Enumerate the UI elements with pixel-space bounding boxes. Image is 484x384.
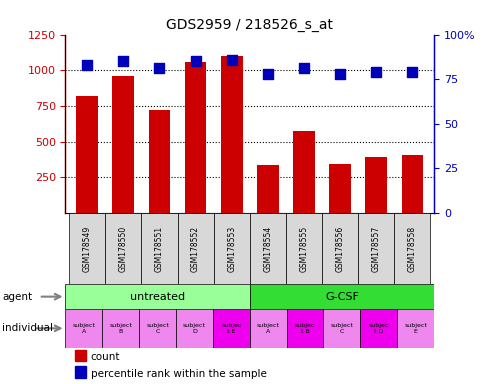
Text: subject
C: subject C [330,323,353,334]
Text: agent: agent [2,291,32,302]
Text: GSM178554: GSM178554 [263,225,272,272]
Text: GSM178556: GSM178556 [335,225,344,272]
Text: percentile rank within the sample: percentile rank within the sample [91,369,266,379]
Text: GSM178558: GSM178558 [407,225,416,272]
Point [119,58,127,65]
Text: subject
E: subject E [403,323,426,334]
Bar [323,309,360,348]
Bar [249,213,286,284]
Bar [105,213,141,284]
Bar [69,213,105,284]
Text: GSM178551: GSM178551 [154,225,164,272]
Point [300,65,307,71]
Point [372,69,379,75]
Text: GSM178555: GSM178555 [299,225,308,272]
Point [227,56,235,63]
Text: GSM178549: GSM178549 [82,225,91,272]
Bar [65,284,249,309]
Text: subjec
t D: subjec t D [368,323,388,334]
Text: G-CSF: G-CSF [324,291,358,302]
Bar [220,56,242,213]
Bar [364,157,386,213]
Bar [177,213,213,284]
Text: count: count [91,352,120,362]
Bar [76,96,98,213]
Text: subjec
t B: subjec t B [294,323,315,334]
Bar [329,164,350,213]
Bar [176,309,212,348]
Bar [141,213,177,284]
Text: subject
B: subject B [109,323,132,334]
Bar [292,131,314,213]
Bar [213,213,249,284]
Point [191,58,199,65]
Point [155,65,163,71]
Bar [286,213,321,284]
Bar [286,309,323,348]
Bar [65,309,102,348]
Bar [393,213,430,284]
Point [263,71,271,77]
Bar [358,213,393,284]
Text: subjec
t E: subjec t E [221,323,241,334]
Bar [321,213,358,284]
Text: individual: individual [2,323,53,333]
Text: subject
D: subject D [182,323,206,334]
Bar [148,110,170,213]
Point [335,71,343,77]
Text: untreated: untreated [130,291,185,302]
Title: GDS2959 / 218526_s_at: GDS2959 / 218526_s_at [166,18,333,32]
Text: GSM178552: GSM178552 [191,225,200,272]
Bar [249,284,433,309]
Point [83,62,91,68]
Bar [112,76,134,213]
Point [408,69,415,75]
Bar [257,165,278,213]
Bar [396,309,433,348]
Text: GSM178550: GSM178550 [119,225,127,272]
Bar [139,309,176,348]
Bar [401,155,423,213]
Bar [360,309,396,348]
Text: subject
C: subject C [146,323,169,334]
Bar [102,309,139,348]
Bar [212,309,249,348]
Text: subject
A: subject A [256,323,279,334]
Bar [249,309,286,348]
Text: GSM178553: GSM178553 [227,225,236,272]
Text: GSM178557: GSM178557 [371,225,380,272]
Bar [184,62,206,213]
Text: subject
A: subject A [72,323,95,334]
